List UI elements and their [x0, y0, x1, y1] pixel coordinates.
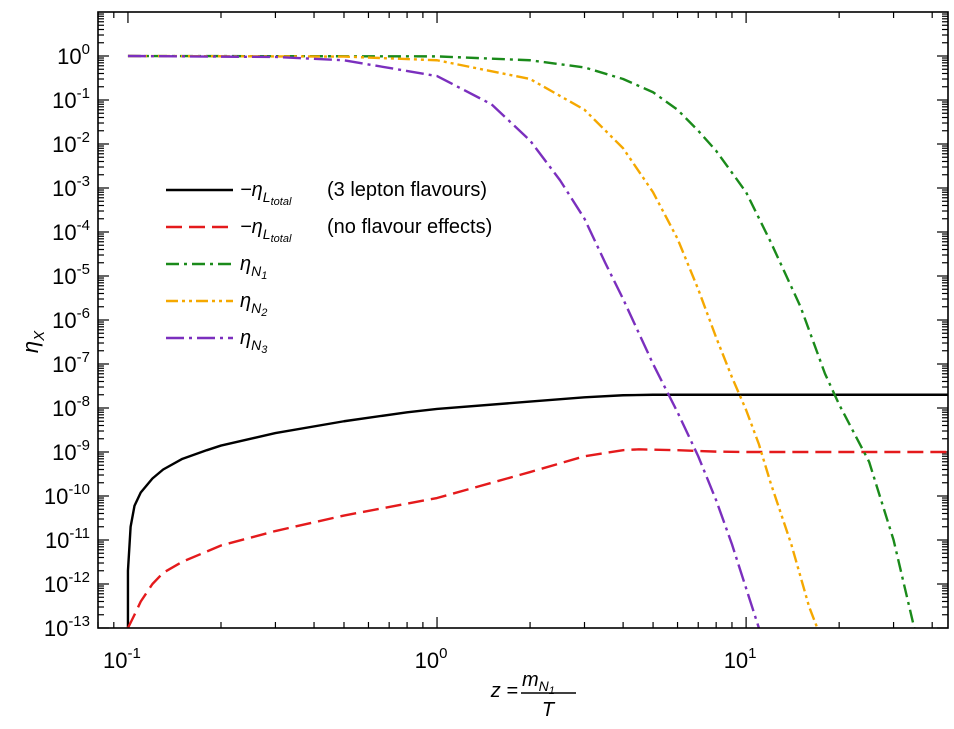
svg-text:ηX: ηX [18, 330, 48, 353]
x-axis-label-numerator: m [522, 669, 539, 691]
y-axis-label-sub: X [31, 330, 48, 342]
y-tick-label: 10-3 [52, 173, 90, 201]
y-tick-label: 10-2 [52, 129, 90, 157]
legend-label-n1: ηN1 [240, 253, 267, 282]
x-tick-label: 101 [724, 645, 757, 673]
x-axis-label-numerator-subsub: 1 [549, 685, 555, 697]
x-axis-label: z = mN1 T [490, 669, 576, 721]
x-axis-label-lhs: z = [490, 680, 518, 702]
y-tick-label: 10-5 [52, 261, 90, 289]
legend-label-total3: −ηLtotal(3 lepton flavours) [240, 179, 487, 208]
series-line-total3 [126, 393, 948, 628]
y-tick-label: 10-10 [44, 481, 90, 509]
y-tick-label: 10-1 [52, 85, 90, 113]
y-axis-label: ηX [18, 330, 48, 353]
series-line-n1 [127, 54, 916, 628]
legend-label-n2: ηN2 [240, 290, 267, 319]
series-line-n3 [127, 54, 761, 628]
y-tick-label: 10-12 [44, 569, 90, 597]
series-layer [126, 54, 948, 628]
axis-ticks [97, 12, 948, 629]
legend-label-n3: ηN3 [240, 327, 268, 356]
plot-frame [97, 11, 949, 629]
y-tick-label: 10-11 [45, 525, 90, 553]
y-tick-label: 10-6 [52, 305, 90, 333]
y-tick-label: 100 [57, 41, 90, 69]
y-axis-label-main: η [18, 341, 43, 353]
x-tick-label: 10-1 [103, 645, 141, 673]
series-line-noflav [126, 448, 948, 628]
x-tick-label: 100 [415, 645, 448, 673]
y-tick-label: 10-8 [52, 393, 90, 421]
tick-labels: 10-1 100 101 100 10-1 10-2 10-3 10-4 10-5 10-6 10-… [44, 41, 757, 673]
x-axis-label-numerator-sub: N [539, 678, 550, 694]
legend-label-noflav: −ηLtotal(no flavour effects) [240, 216, 492, 245]
svg-text:mN1: mN1 [522, 669, 555, 697]
y-tick-label: 10-9 [52, 437, 90, 465]
y-tick-label: 10-13 [44, 613, 90, 641]
y-tick-label: 10-7 [52, 349, 90, 377]
series-line-n2 [127, 54, 819, 628]
x-axis-label-denominator: T [542, 699, 556, 721]
y-tick-label: 10-4 [52, 217, 90, 245]
legend: −ηLtotal(3 lepton flavours) −ηLtotal(no f… [166, 179, 492, 356]
